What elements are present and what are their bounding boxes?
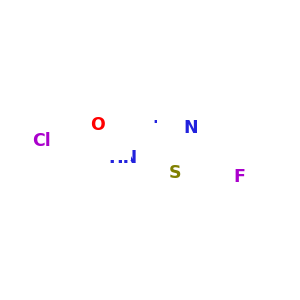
Text: N: N [153,119,167,137]
Text: HN: HN [108,149,138,167]
Text: N: N [183,119,198,137]
Text: O: O [90,116,105,134]
Text: F: F [246,145,258,163]
Text: Cl: Cl [32,132,51,150]
Text: S: S [169,164,182,182]
Text: F: F [233,168,245,186]
Text: F: F [242,119,254,137]
